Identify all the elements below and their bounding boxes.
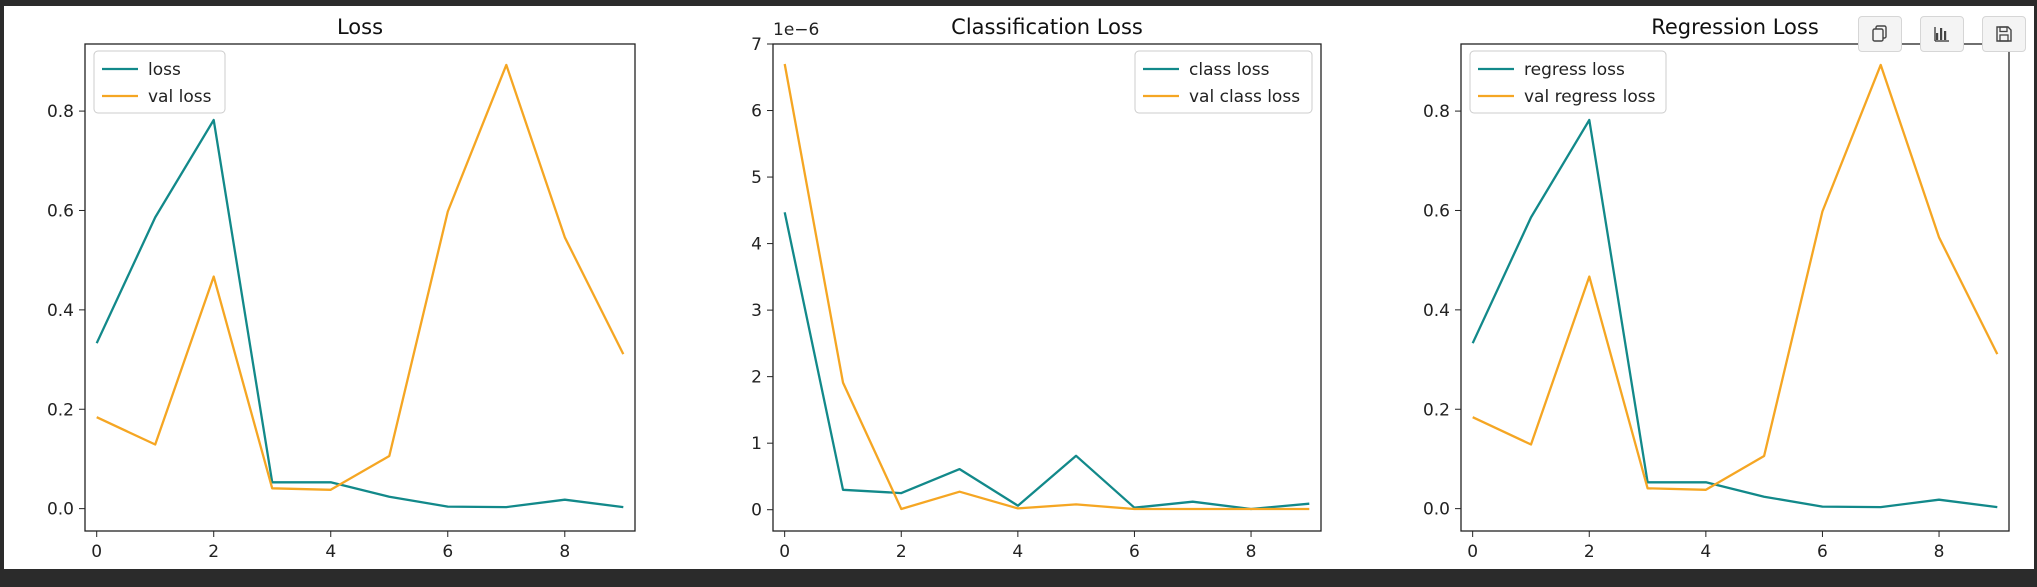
x-tick-label: 2	[208, 542, 219, 562]
legend-box	[1134, 50, 1313, 114]
copy-button[interactable]	[1858, 16, 1902, 52]
plot-frame	[1460, 43, 2010, 532]
chart-1: Loss 0 2 4 6 8 0.0 0.2 0.4 0.6 0.8 loss val loss	[47, 15, 636, 562]
x-tick-label: 4	[1700, 542, 1711, 562]
legend: regress loss val regress loss	[1469, 50, 1667, 114]
legend-box	[1469, 50, 1667, 114]
y-tick-label: 0.2	[47, 400, 74, 420]
plot-frame	[84, 43, 636, 532]
y-tick-label: 0.8	[47, 102, 74, 122]
legend-label: val loss	[148, 87, 212, 107]
legend-label: regress loss	[1524, 60, 1625, 80]
y-tick-label: 0.0	[1423, 500, 1450, 520]
series-line-train	[783, 212, 1310, 511]
legend-box	[93, 50, 226, 114]
y-tick-label: 0.6	[47, 201, 74, 221]
y-tick-label: 7	[751, 35, 762, 55]
legend: class loss val class loss	[1134, 50, 1313, 114]
x-tick-label: 8	[1934, 542, 1945, 562]
series-line-train	[95, 118, 624, 509]
legend: loss val loss	[93, 50, 226, 114]
y-tick-label: 1	[751, 434, 762, 454]
x-tick-label: 6	[442, 542, 453, 562]
y-tick-label: 0.0	[47, 500, 74, 520]
y-tick-label: 0.4	[47, 301, 74, 321]
legend-label: val class loss	[1189, 87, 1300, 107]
y-tick-label: 4	[751, 235, 762, 255]
series-line-val	[783, 63, 1310, 511]
y-tick-label: 0	[751, 501, 762, 521]
x-tick-label: 0	[1467, 542, 1478, 562]
output-toolbar	[1858, 16, 2026, 52]
x-tick-label: 2	[1584, 542, 1595, 562]
legend-label: val regress loss	[1524, 87, 1656, 107]
y-tick-label: 0.8	[1423, 102, 1450, 122]
copy-icon	[1872, 25, 1887, 42]
save-button[interactable]	[1982, 16, 2026, 52]
y-tick-label: 2	[751, 368, 762, 388]
legend-label: class loss	[1189, 60, 1270, 80]
y-tick-label: 5	[751, 168, 762, 188]
x-tick-label: 6	[1129, 542, 1140, 562]
x-tick-label: 4	[1012, 542, 1023, 562]
x-tick-label: 2	[896, 542, 907, 562]
chart-2: Classification Loss 1e−6 0 2 4 6 8 0 1 2 3 4 5 6 7 clas…	[751, 15, 1322, 562]
y-tick-label: 0.4	[1423, 301, 1450, 321]
series-line-val	[1472, 63, 1999, 491]
charts-svg: Loss 0 2 4 6 8 0.0 0.2 0.4 0.6 0.8 loss val loss Clas…	[47, 15, 2010, 562]
x-tick-label: 8	[1246, 542, 1257, 562]
chart-view-button[interactable]	[1920, 16, 1964, 52]
bar-chart-icon	[1934, 27, 1949, 42]
y-tick-label: 6	[751, 102, 762, 122]
x-tick-label: 0	[91, 542, 102, 562]
x-tick-label: 6	[1817, 542, 1828, 562]
axis-offset-text: 1e−6	[773, 20, 819, 40]
x-tick-label: 4	[325, 542, 336, 562]
chart-3: Regression Loss 0 2 4 6 8 0.0 0.2 0.4 0.6 0.8 regre…	[1423, 15, 2010, 562]
x-tick-label: 0	[779, 542, 790, 562]
y-tick-label: 0.2	[1423, 400, 1450, 420]
chart-title: Classification Loss	[951, 15, 1143, 39]
legend-label: loss	[148, 60, 181, 80]
chart-title: Loss	[337, 15, 383, 39]
y-tick-label: 3	[751, 301, 762, 321]
plot-frame	[772, 43, 1322, 532]
floppy-disk-icon	[1996, 26, 2012, 42]
series-line-train	[1471, 118, 1998, 509]
series-line-val	[96, 63, 625, 491]
y-tick-label: 0.6	[1423, 201, 1450, 221]
chart-title: Regression Loss	[1651, 15, 1819, 39]
figure-canvas: Loss 0 2 4 6 8 0.0 0.2 0.4 0.6 0.8 loss val loss Clas…	[4, 6, 2034, 569]
x-tick-label: 8	[559, 542, 570, 562]
